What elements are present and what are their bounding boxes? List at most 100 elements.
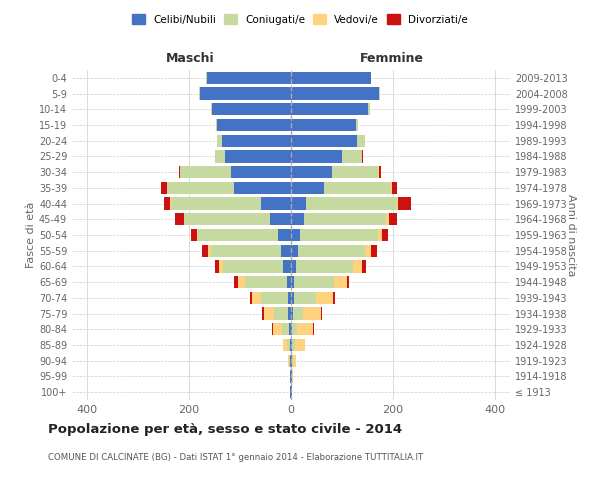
Bar: [219, 260, 223, 272]
Bar: [264, 308, 274, 320]
Bar: [283, 339, 287, 351]
Bar: [291, 198, 306, 209]
Bar: [300, 229, 377, 241]
Bar: [362, 150, 364, 162]
Bar: [211, 244, 281, 257]
Bar: [212, 103, 291, 116]
Bar: [252, 292, 262, 304]
Bar: [282, 323, 289, 336]
Bar: [161, 182, 167, 194]
Bar: [334, 276, 347, 288]
Y-axis label: Fasce di età: Fasce di età: [26, 202, 36, 268]
Bar: [356, 119, 358, 131]
Text: Maschi: Maschi: [166, 52, 215, 65]
Bar: [291, 134, 357, 147]
Bar: [291, 213, 304, 226]
Bar: [262, 308, 264, 320]
Bar: [184, 213, 269, 226]
Bar: [234, 182, 291, 194]
Bar: [291, 308, 293, 320]
Bar: [347, 276, 349, 288]
Bar: [292, 370, 293, 382]
Bar: [291, 339, 292, 351]
Bar: [171, 198, 262, 209]
Bar: [274, 308, 289, 320]
Y-axis label: Anni di nascita: Anni di nascita: [566, 194, 576, 276]
Bar: [398, 198, 411, 209]
Bar: [392, 182, 397, 194]
Bar: [296, 260, 353, 272]
Bar: [191, 229, 197, 241]
Bar: [295, 339, 305, 351]
Bar: [290, 339, 291, 351]
Bar: [324, 182, 391, 194]
Bar: [333, 292, 335, 304]
Bar: [291, 354, 292, 367]
Bar: [291, 182, 324, 194]
Bar: [231, 166, 291, 178]
Bar: [377, 229, 382, 241]
Bar: [288, 354, 289, 367]
Bar: [293, 308, 303, 320]
Bar: [164, 198, 170, 209]
Bar: [289, 308, 291, 320]
Bar: [225, 150, 291, 162]
Bar: [175, 213, 184, 226]
Bar: [293, 292, 316, 304]
Bar: [198, 229, 278, 241]
Bar: [291, 119, 356, 131]
Bar: [287, 276, 291, 288]
Bar: [342, 150, 362, 162]
Bar: [303, 308, 320, 320]
Bar: [291, 166, 332, 178]
Bar: [291, 292, 293, 304]
Bar: [293, 354, 296, 367]
Bar: [298, 244, 365, 257]
Bar: [262, 198, 291, 209]
Bar: [294, 276, 334, 288]
Bar: [222, 134, 291, 147]
Bar: [291, 150, 342, 162]
Bar: [167, 182, 234, 194]
Bar: [289, 323, 291, 336]
Bar: [353, 260, 362, 272]
Bar: [235, 276, 238, 288]
Bar: [292, 339, 295, 351]
Bar: [215, 119, 217, 131]
Bar: [199, 88, 200, 100]
Bar: [288, 292, 291, 304]
Bar: [292, 354, 293, 367]
Bar: [306, 198, 397, 209]
Bar: [357, 134, 365, 147]
Bar: [281, 244, 291, 257]
Bar: [291, 72, 371, 84]
Bar: [238, 276, 245, 288]
Text: Femmine: Femmine: [360, 52, 424, 65]
Bar: [207, 72, 291, 84]
Bar: [211, 103, 212, 116]
Bar: [217, 119, 291, 131]
Bar: [316, 292, 333, 304]
Bar: [382, 229, 388, 241]
Bar: [278, 229, 291, 241]
Bar: [179, 166, 180, 178]
Bar: [262, 292, 288, 304]
Bar: [223, 260, 283, 272]
Bar: [197, 229, 198, 241]
Bar: [217, 134, 222, 147]
Text: COMUNE DI CALCINATE (BG) - Dati ISTAT 1° gennaio 2014 - Elaborazione TUTTITALIA.: COMUNE DI CALCINATE (BG) - Dati ISTAT 1°…: [48, 452, 423, 462]
Bar: [245, 276, 287, 288]
Bar: [269, 213, 291, 226]
Bar: [291, 323, 292, 336]
Bar: [397, 198, 398, 209]
Bar: [180, 166, 231, 178]
Bar: [283, 260, 291, 272]
Bar: [208, 244, 211, 257]
Text: Popolazione per età, sesso e stato civile - 2014: Popolazione per età, sesso e stato civil…: [48, 422, 402, 436]
Bar: [215, 260, 219, 272]
Bar: [250, 292, 252, 304]
Bar: [332, 166, 377, 178]
Bar: [291, 260, 296, 272]
Bar: [289, 354, 290, 367]
Bar: [320, 308, 322, 320]
